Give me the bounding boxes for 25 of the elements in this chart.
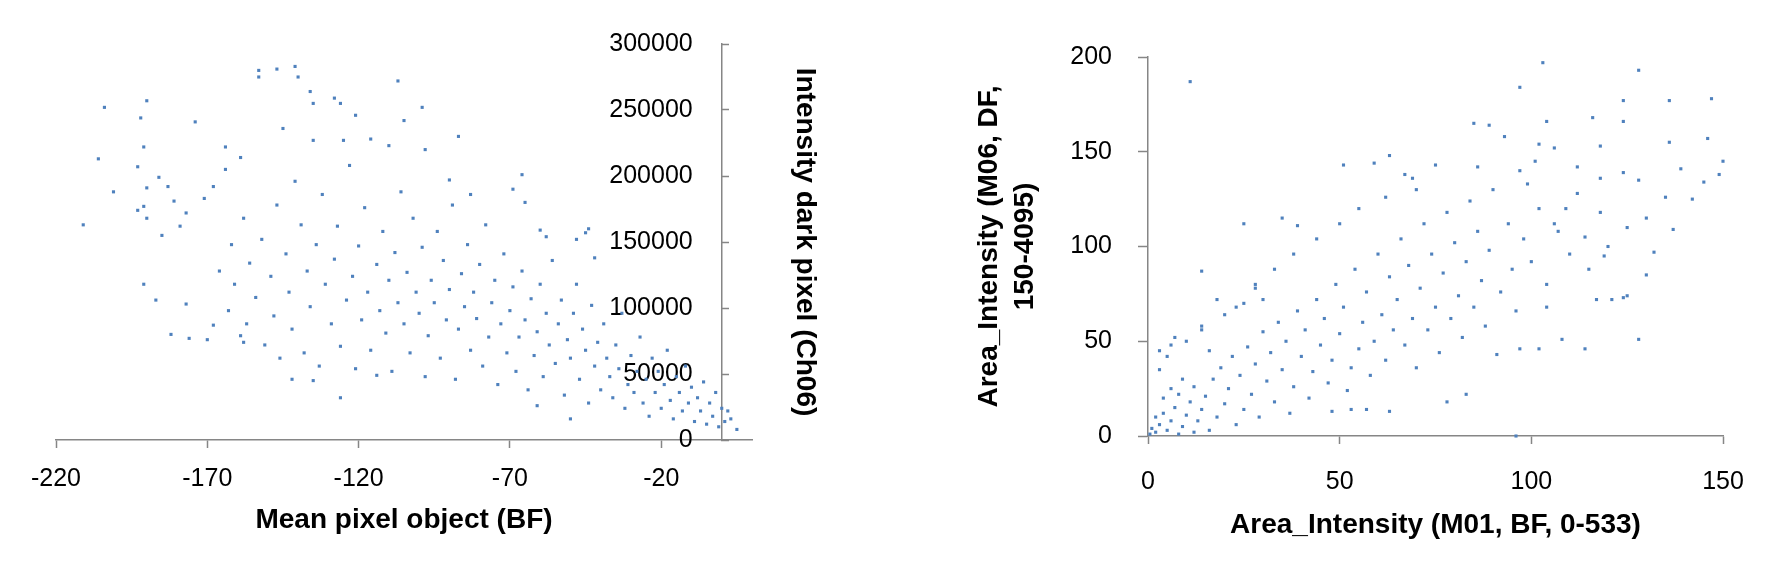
y-axis-title: Intensity dark pixel (Ch06)	[791, 67, 823, 417]
x-tick-label: -170	[182, 462, 233, 491]
y-tick-label: 50000	[623, 357, 693, 386]
y-axis-title: Area_Intensity (M06, DF, 150-4095)	[971, 85, 1040, 408]
x-tick-label: 0	[1141, 465, 1155, 494]
x-tick-label: -20	[643, 462, 680, 491]
y-tick-label: 200	[1070, 40, 1112, 69]
y-tick-label: 300000	[609, 27, 693, 56]
y-tick-label: 250000	[609, 93, 693, 122]
y-tick-label: 100	[1070, 230, 1112, 259]
x-tick-label: 50	[1325, 465, 1354, 494]
x-tick-label: 150	[1702, 465, 1744, 494]
x-tick-label: -70	[491, 462, 528, 491]
y-tick-label: 0	[1098, 419, 1112, 448]
x-tick-label: -220	[30, 462, 82, 491]
y-tick-label: 200000	[609, 159, 693, 188]
x-tick-label: -120	[333, 462, 384, 491]
y-tick-label: 150	[1070, 135, 1112, 164]
y-tick-label: 100000	[609, 291, 693, 320]
y-tick-label: 0	[678, 423, 693, 452]
x-tick-label: 100	[1510, 465, 1553, 494]
x-axis-title: Mean pixel object (BF)	[255, 502, 553, 534]
x-axis-title: Area_Intensity (M01, BF, 0-533)	[1230, 507, 1641, 539]
y-tick-label: 150000	[609, 225, 693, 254]
y-tick-label: 50	[1084, 325, 1112, 354]
